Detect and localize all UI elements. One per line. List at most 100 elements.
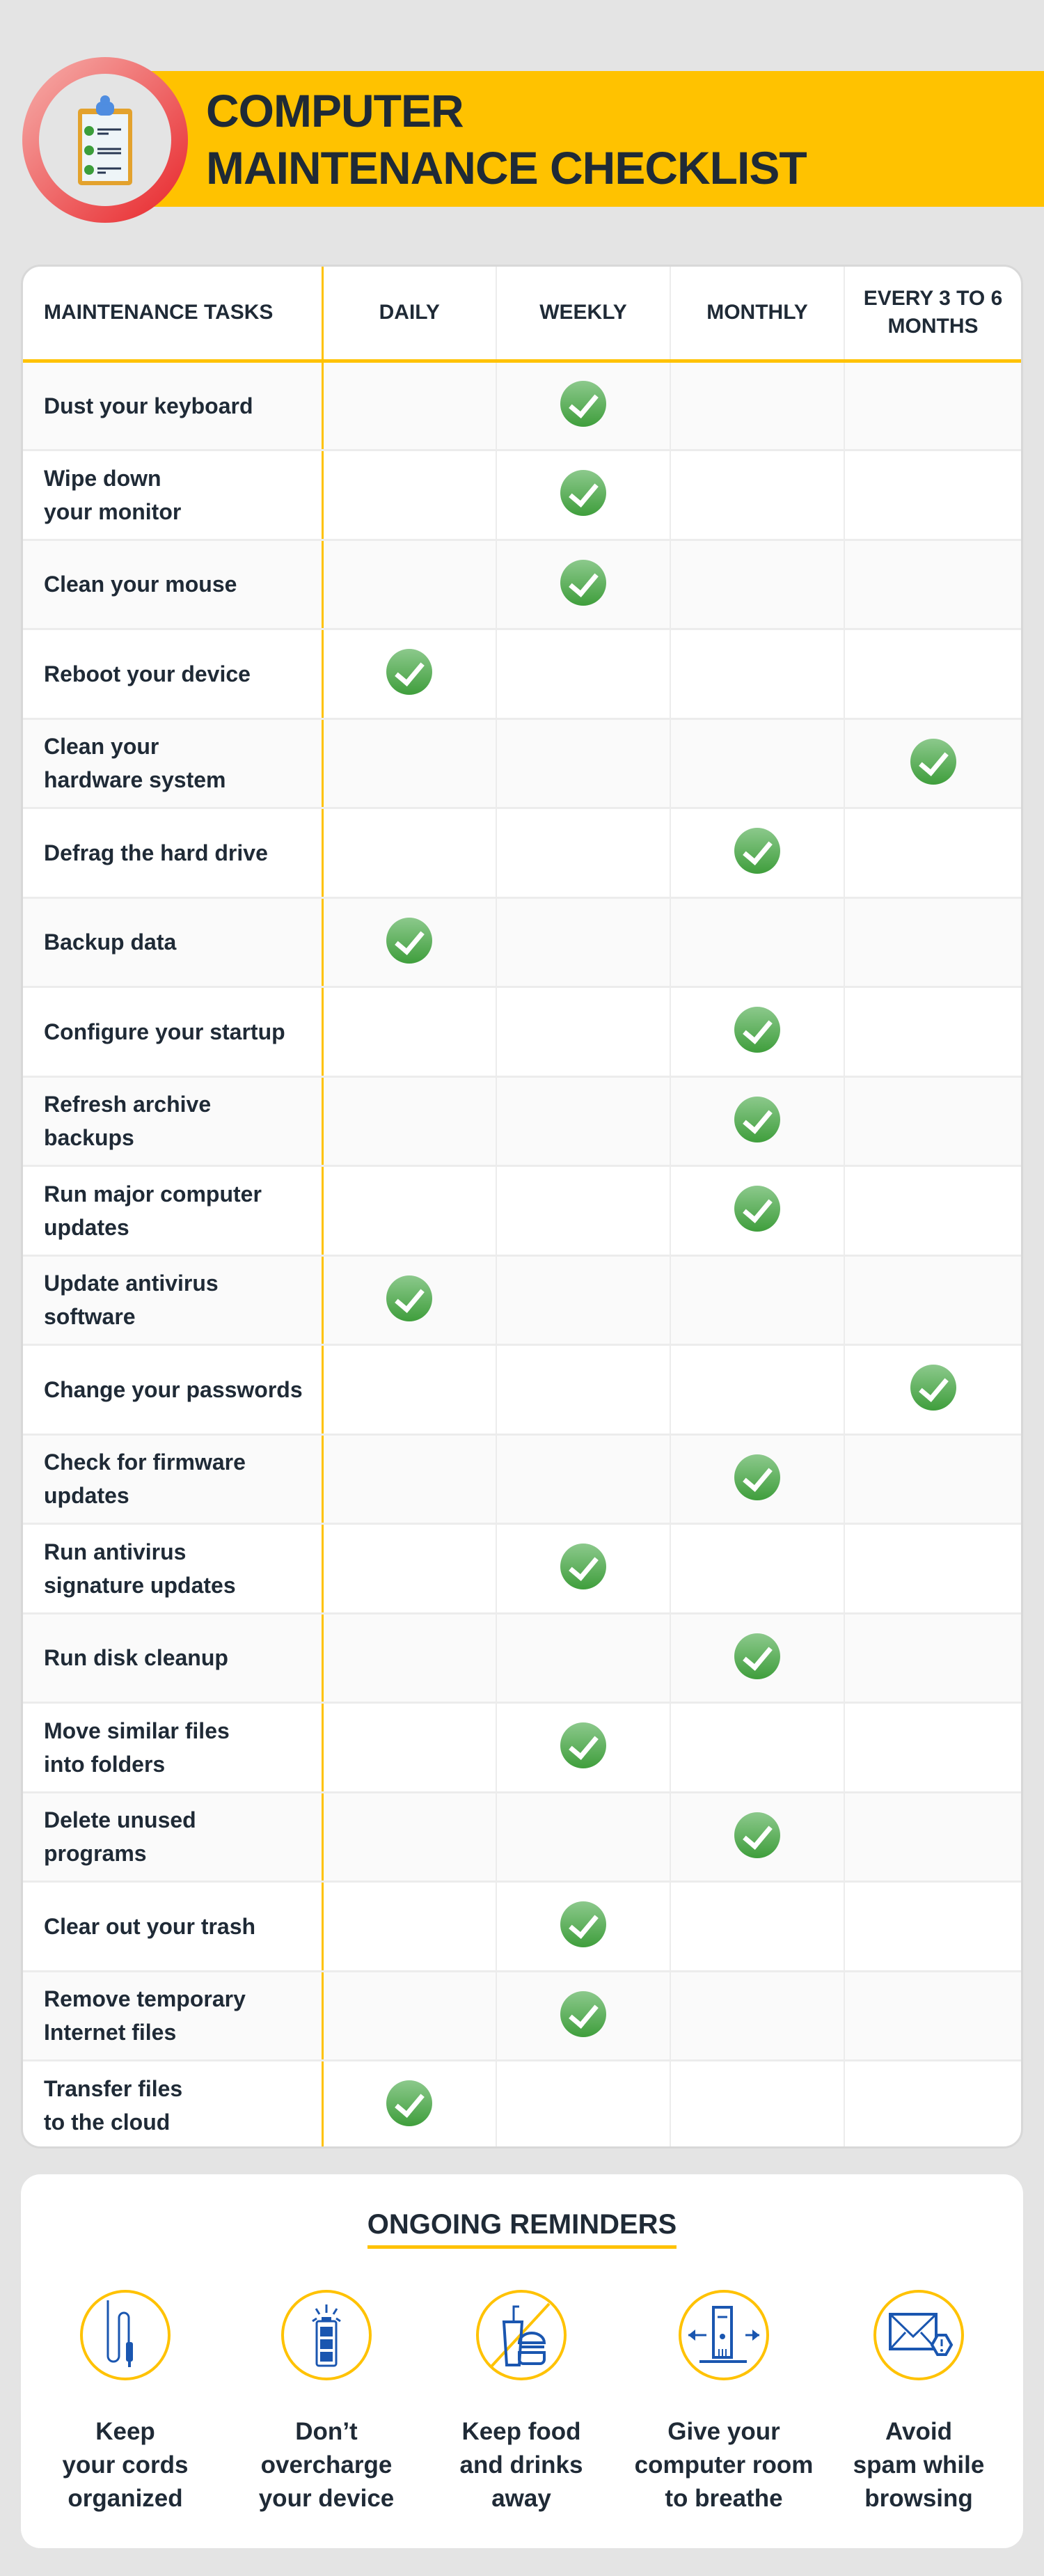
column-header: EVERY 3 TO 6 MONTHS	[844, 267, 1021, 363]
table-row: Move similar files into folders	[23, 1702, 1021, 1793]
frequency-cell	[844, 1165, 1021, 1257]
frequency-cell	[844, 987, 1021, 1078]
frequency-cell	[844, 629, 1021, 720]
check-icon	[386, 917, 433, 964]
table-row: Clean your hardware system	[23, 718, 1021, 809]
frequency-cell	[496, 540, 671, 630]
frequency-cell	[322, 450, 497, 541]
frequency-cell	[670, 1344, 845, 1436]
check-icon	[734, 1454, 780, 1500]
frequency-cell	[496, 1613, 671, 1704]
column-header: DAILY	[322, 267, 497, 363]
reminder-label: Give your computer room to breathe	[634, 2418, 814, 2512]
frequency-cell	[844, 361, 1021, 451]
table-row: Transfer files to the cloud	[23, 2060, 1021, 2146]
frequency-cell	[844, 1881, 1021, 1972]
table-row: Delete unused programs	[23, 1792, 1021, 1883]
cable-icon	[80, 2290, 171, 2380]
frequency-cell	[322, 808, 497, 899]
table-row: Backup data	[23, 897, 1021, 988]
frequency-cell	[322, 1255, 497, 1346]
check-icon	[560, 470, 606, 517]
table-row: Remove temporary Internet files	[23, 1971, 1021, 2061]
frequency-cell	[322, 361, 497, 451]
frequency-cell	[322, 1523, 497, 1615]
task-name: Clean your hardware system	[23, 718, 324, 809]
task-name: Wipe down your monitor	[23, 450, 324, 541]
check-icon	[386, 2080, 433, 2127]
column-header: MAINTENANCE TASKS	[23, 267, 324, 363]
frequency-cell	[670, 629, 845, 720]
frequency-cell	[844, 1523, 1021, 1615]
reminders-title-text: ONGOING REMINDERS	[367, 2209, 677, 2249]
check-icon	[560, 559, 606, 606]
table-row: Defrag the hard drive	[23, 808, 1021, 899]
frequency-cell	[844, 450, 1021, 541]
table-row: Clear out your trash	[23, 1881, 1021, 1972]
reminder-item: Don’t overcharge your device	[229, 2290, 424, 2515]
table-row: Refresh archive backups	[23, 1076, 1021, 1167]
frequency-cell	[844, 1792, 1021, 1883]
check-icon	[386, 1275, 433, 1321]
reminder-label: Keep food and drinks away	[459, 2418, 583, 2512]
frequency-cell	[496, 1792, 671, 1883]
task-name: Run major computer updates	[23, 1165, 324, 1257]
frequency-cell	[322, 1613, 497, 1704]
check-icon	[734, 1007, 780, 1053]
task-name: Clean your mouse	[23, 540, 324, 630]
check-icon	[560, 1990, 606, 2037]
check-icon	[734, 1096, 780, 1142]
reminder-label: Don’t overcharge your device	[258, 2418, 395, 2512]
task-name: Reboot your device	[23, 629, 324, 720]
checklist-table-card: MAINTENANCE TASKS DAILY WEEKLY MONTHLY EVERY…	[21, 265, 1023, 2149]
table-row: Dust your keyboard	[23, 361, 1021, 451]
page-title: COMPUTER MAINTENANCE CHECKLIST	[206, 82, 807, 196]
check-icon	[560, 1544, 606, 1590]
column-header: WEEKLY	[496, 267, 671, 363]
task-name: Run antivirus signature updates	[23, 1523, 324, 1615]
reminders-title: ONGOING REMINDERS	[21, 2209, 1023, 2249]
frequency-cell	[670, 808, 845, 899]
frequency-cell	[670, 540, 845, 630]
frequency-cell	[844, 1613, 1021, 1704]
frequency-cell	[844, 540, 1021, 630]
reminder-label: Avoid spam while browsing	[853, 2418, 985, 2512]
check-icon	[560, 1901, 606, 1948]
frequency-cell	[670, 1255, 845, 1346]
table-row: Run disk cleanup	[23, 1613, 1021, 1704]
table-row: Change your passwords	[23, 1344, 1021, 1436]
frequency-cell	[670, 361, 845, 451]
check-icon	[386, 649, 433, 696]
frequency-cell	[496, 1702, 671, 1793]
task-name: Backup data	[23, 897, 324, 988]
frequency-cell	[496, 897, 671, 988]
task-name: Move similar files into folders	[23, 1702, 324, 1793]
frequency-cell	[670, 987, 845, 1078]
spam-email-icon	[873, 2290, 964, 2380]
frequency-cell	[496, 450, 671, 541]
task-name: Configure your startup	[23, 987, 324, 1078]
frequency-cell	[496, 1434, 671, 1525]
frequency-cell	[322, 1971, 497, 2061]
frequency-cell	[496, 2060, 671, 2146]
frequency-cell	[670, 1613, 845, 1704]
frequency-cell	[496, 1881, 671, 1972]
frequency-cell	[322, 897, 497, 988]
reminder-item: Give your computer room to breathe	[626, 2290, 821, 2515]
table-row: Reboot your device	[23, 629, 1021, 720]
frequency-cell	[670, 1971, 845, 2061]
table-row: Run major computer updates	[23, 1165, 1021, 1257]
frequency-cell	[496, 1076, 671, 1167]
task-name: Clear out your trash	[23, 1881, 324, 1972]
frequency-cell	[844, 718, 1021, 809]
title-banner	[139, 71, 1044, 207]
check-icon	[734, 1633, 780, 1679]
frequency-cell	[496, 629, 671, 720]
task-name: Run disk cleanup	[23, 1613, 324, 1704]
table-row: Configure your startup	[23, 987, 1021, 1078]
check-icon	[560, 381, 606, 427]
frequency-cell	[844, 1971, 1021, 2061]
check-icon	[910, 1365, 956, 1411]
table-row: Check for firmware updates	[23, 1434, 1021, 1525]
table-row: Update antivirus software	[23, 1255, 1021, 1346]
